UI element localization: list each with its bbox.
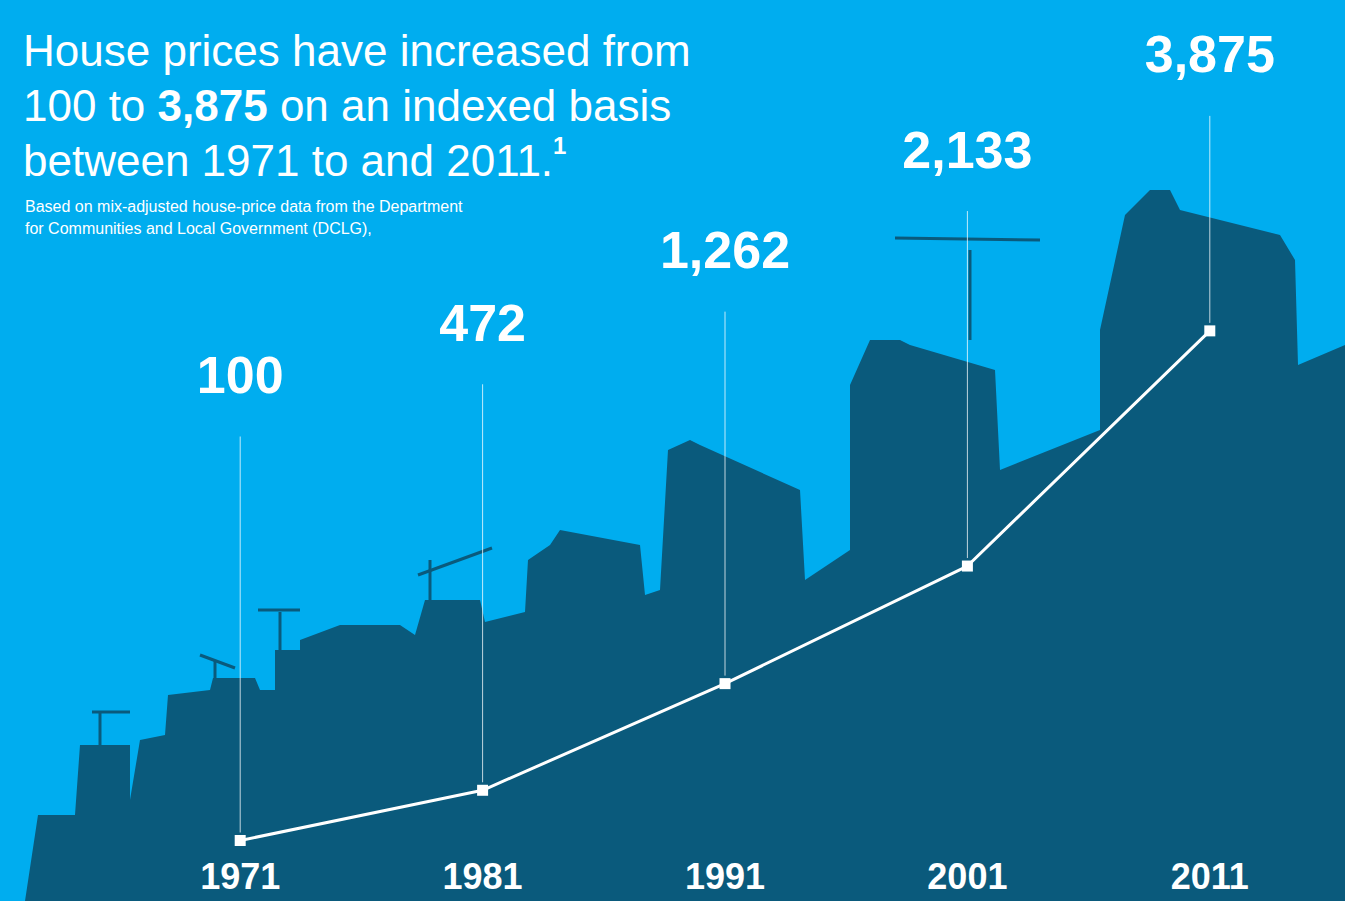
svg-text:1971: 1971 (200, 856, 280, 897)
svg-text:472: 472 (439, 294, 526, 352)
svg-text:100: 100 (197, 346, 284, 404)
svg-text:3,875: 3,875 (1145, 25, 1275, 83)
svg-text:on an indexed basis: on an indexed basis (268, 81, 672, 130)
svg-text:3,875: 3,875 (158, 81, 268, 130)
svg-text:1991: 1991 (685, 856, 765, 897)
svg-text:2001: 2001 (927, 856, 1007, 897)
svg-text:House prices have increased fr: House prices have increased from (23, 26, 691, 75)
svg-text:1: 1 (553, 132, 566, 159)
svg-text:2,133: 2,133 (902, 121, 1032, 179)
svg-text:1,262: 1,262 (660, 221, 790, 279)
svg-text:between 1971 to and 2011.: between 1971 to and 2011. (23, 136, 553, 185)
svg-text:100 to: 100 to (23, 81, 158, 130)
svg-text:Based on mix-adjusted house-pr: Based on mix-adjusted house-price data f… (25, 198, 463, 215)
svg-text:2011: 2011 (1171, 856, 1249, 897)
svg-text:for Communities and Local Gove: for Communities and Local Government (DC… (25, 220, 372, 237)
svg-text:1981: 1981 (443, 856, 523, 897)
